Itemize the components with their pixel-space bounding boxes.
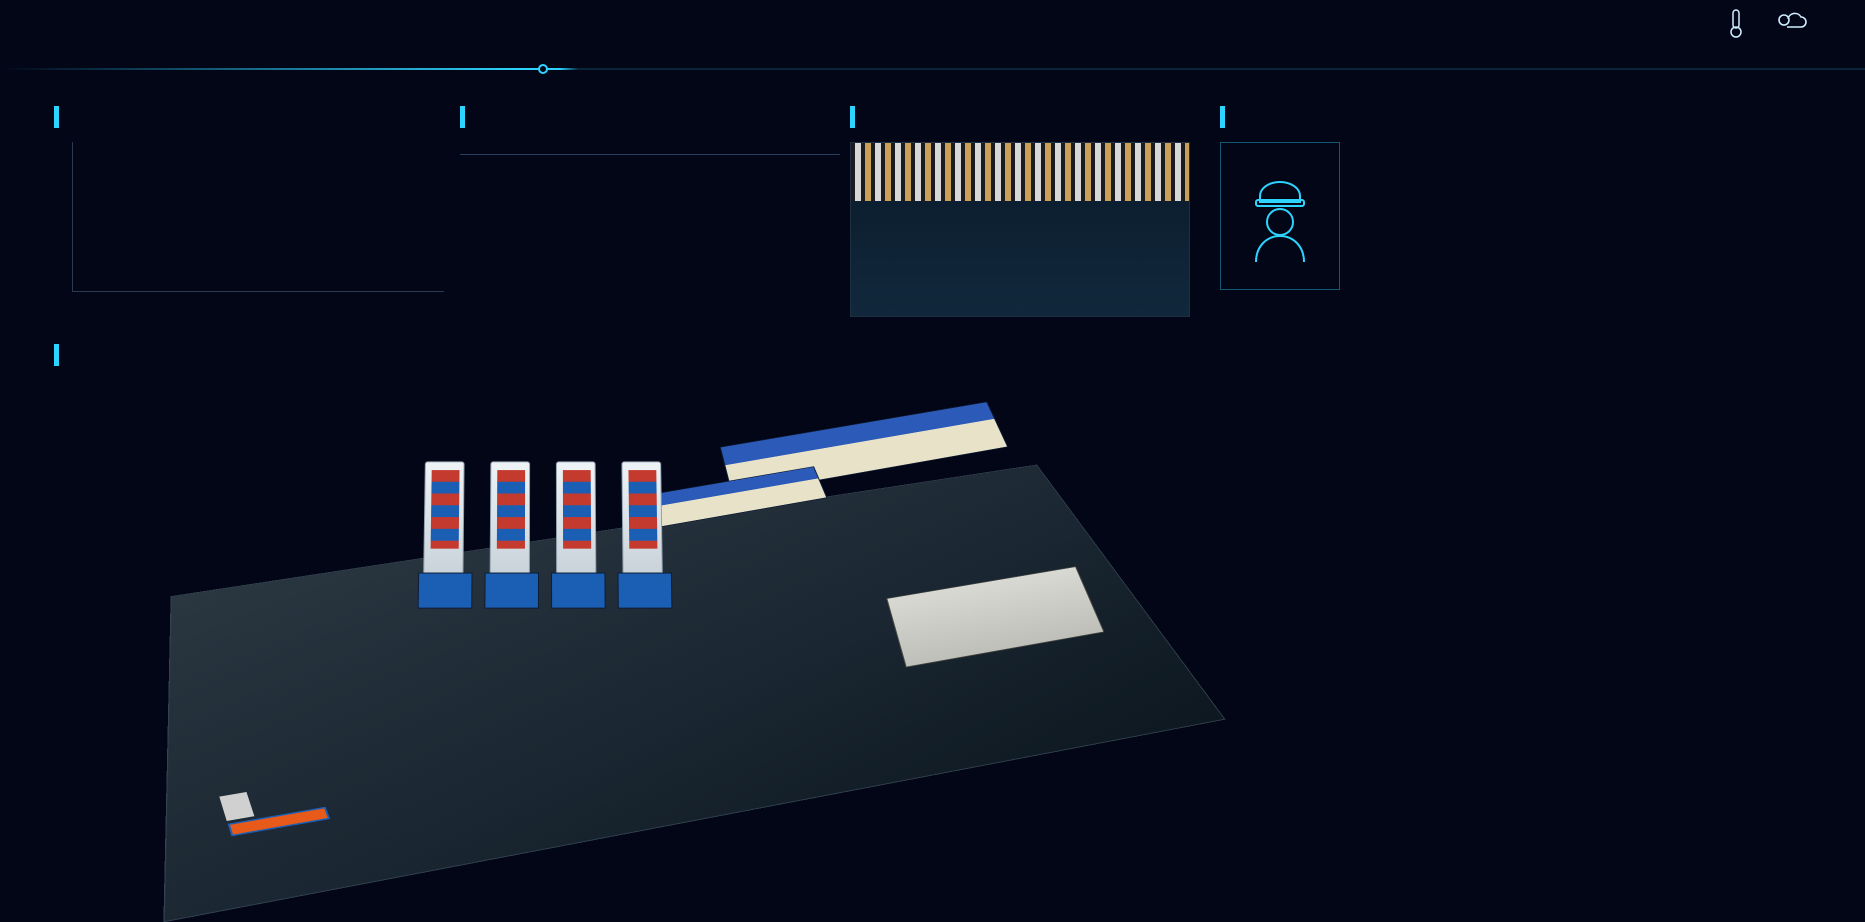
alarm-title	[54, 106, 444, 128]
inspector-body	[1220, 142, 1830, 290]
weather-icon	[1773, 9, 1809, 42]
transport-scene[interactable]	[184, 380, 1199, 870]
inspector-title	[1220, 106, 1830, 128]
inspector-fields	[1358, 142, 1830, 290]
maintenance-table-head	[460, 142, 840, 155]
header	[0, 0, 1865, 72]
scene-silos	[423, 461, 663, 579]
main-grid	[30, 96, 1835, 875]
alarm-barchart	[54, 142, 444, 322]
thermometer-icon	[1725, 8, 1747, 43]
alarm-bars	[72, 142, 444, 292]
header-divider	[0, 68, 1865, 70]
alarm-y-axis	[54, 142, 72, 292]
header-divider-dot	[538, 64, 548, 74]
maintenance-panel	[460, 106, 840, 305]
transport-panel	[54, 344, 1219, 870]
monitor-title	[850, 106, 1210, 128]
maintenance-title	[460, 106, 840, 128]
alarm-panel	[54, 106, 444, 322]
header-right	[1699, 8, 1835, 43]
monitor-panel	[850, 106, 1210, 317]
inspector-avatar	[1220, 142, 1340, 290]
transport-title	[54, 344, 1219, 366]
monitor-breakers	[861, 211, 1179, 306]
maintenance-table-body	[460, 155, 840, 305]
monitor-image[interactable]	[850, 142, 1190, 317]
inspector-panel	[1220, 106, 1830, 290]
monitor-cables	[851, 143, 1189, 201]
